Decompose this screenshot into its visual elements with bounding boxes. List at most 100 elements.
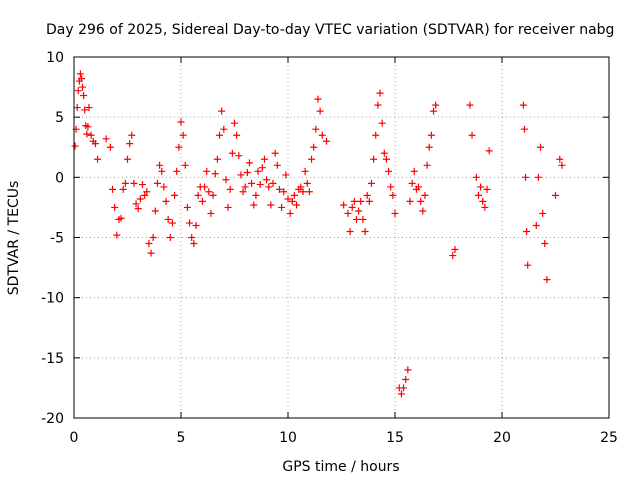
data-point xyxy=(175,143,183,151)
data-point xyxy=(245,159,253,167)
data-point xyxy=(111,203,119,211)
data-point xyxy=(275,185,283,193)
data-point xyxy=(248,179,256,187)
data-point xyxy=(233,131,241,139)
data-point xyxy=(273,161,281,169)
data-point xyxy=(203,167,211,175)
data-point xyxy=(357,197,365,205)
data-point xyxy=(190,240,198,248)
data-point xyxy=(207,209,215,217)
data-point xyxy=(423,161,431,169)
data-point xyxy=(124,155,131,163)
data-point xyxy=(252,191,260,199)
data-point xyxy=(141,191,149,199)
data-point xyxy=(282,171,290,179)
data-point xyxy=(109,185,117,193)
data-point xyxy=(299,188,307,196)
y-tick-label: -10 xyxy=(41,291,64,307)
data-point xyxy=(158,167,166,175)
data-point xyxy=(241,183,249,191)
data-point xyxy=(71,142,79,150)
data-point xyxy=(293,201,301,209)
data-point xyxy=(367,179,375,187)
data-point xyxy=(128,131,136,139)
data-point xyxy=(143,188,151,196)
data-point xyxy=(532,221,540,229)
data-point xyxy=(235,152,243,160)
data-point xyxy=(378,119,386,127)
data-point xyxy=(209,191,217,199)
y-tick-label: 10 xyxy=(46,50,64,66)
data-point xyxy=(534,173,542,181)
data-point xyxy=(226,185,234,193)
data-point xyxy=(421,191,429,199)
data-point xyxy=(149,234,157,241)
data-point xyxy=(166,234,174,241)
data-point xyxy=(258,164,266,172)
data-point xyxy=(243,169,251,177)
data-point xyxy=(222,176,230,184)
data-point xyxy=(483,185,491,193)
data-point xyxy=(85,104,93,112)
data-point xyxy=(541,240,549,248)
data-point xyxy=(76,70,84,78)
data-point xyxy=(183,203,191,211)
data-point xyxy=(472,173,480,181)
data-point xyxy=(228,149,236,157)
data-point xyxy=(340,201,348,209)
data-point xyxy=(314,95,322,103)
data-point xyxy=(387,183,395,191)
data-point xyxy=(145,240,153,248)
data-point xyxy=(136,195,144,203)
data-point xyxy=(397,390,405,398)
chart-title: Day 296 of 2025, Sidereal Day-to-day VTE… xyxy=(46,22,614,38)
data-point xyxy=(260,155,268,163)
data-point xyxy=(359,215,367,223)
data-point xyxy=(239,188,247,196)
data-point xyxy=(102,135,110,143)
data-point xyxy=(370,155,378,163)
data-point xyxy=(290,191,298,199)
data-point xyxy=(130,179,138,187)
data-point xyxy=(348,203,356,211)
data-point xyxy=(84,123,92,131)
data-point xyxy=(79,83,87,91)
data-point xyxy=(256,181,264,189)
data-point xyxy=(466,101,474,109)
x-axis-label: GPS time / hours xyxy=(282,459,399,475)
data-point xyxy=(400,384,408,392)
data-point xyxy=(430,107,438,115)
data-point xyxy=(194,191,202,199)
data-point xyxy=(365,197,373,205)
data-point xyxy=(237,171,245,179)
data-point xyxy=(186,219,194,227)
data-point xyxy=(350,197,358,205)
data-point xyxy=(297,183,305,191)
data-point xyxy=(216,131,224,139)
data-point xyxy=(284,195,292,203)
data-point xyxy=(87,131,95,139)
data-point xyxy=(126,140,134,148)
axis-ticks: 0 5 10 15 20 25 -20 -15 -10 -5 0 5 10 xyxy=(41,50,618,446)
data-point xyxy=(171,191,179,199)
data-point xyxy=(121,179,129,187)
data-point xyxy=(391,209,399,217)
data-point xyxy=(481,203,489,211)
data-point xyxy=(415,183,423,191)
data-point xyxy=(316,107,324,115)
data-point xyxy=(301,167,309,175)
data-point xyxy=(181,161,189,169)
data-point xyxy=(485,147,493,155)
data-point xyxy=(164,215,172,223)
data-point xyxy=(355,207,363,215)
data-point xyxy=(402,375,410,383)
data-point xyxy=(539,209,547,217)
data-point xyxy=(218,107,226,115)
data-point xyxy=(74,87,82,95)
data-point xyxy=(376,89,384,97)
data-point xyxy=(168,219,176,227)
data-point xyxy=(198,197,206,205)
data-point xyxy=(83,130,91,138)
data-point xyxy=(537,143,545,151)
